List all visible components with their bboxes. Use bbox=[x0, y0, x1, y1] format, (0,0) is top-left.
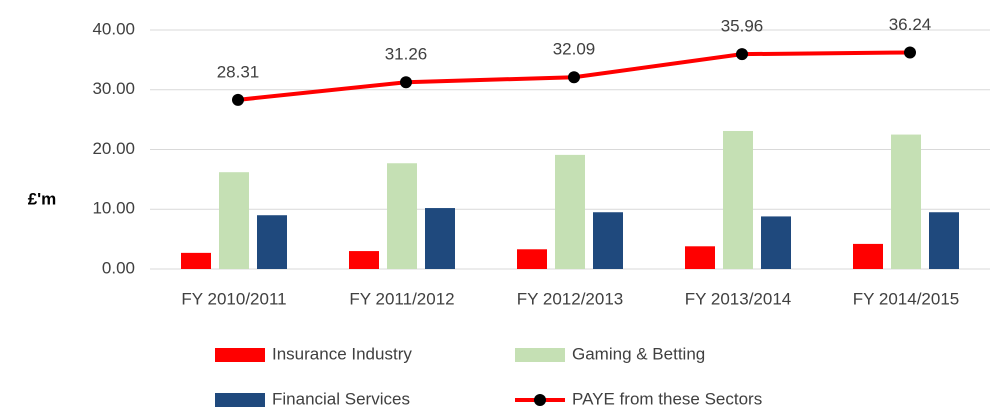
bar bbox=[387, 163, 417, 269]
legend-label: Insurance Industry bbox=[272, 344, 412, 363]
bar bbox=[853, 243, 883, 269]
x-tick-label: FY 2014/2015 bbox=[853, 289, 960, 308]
legend-swatch bbox=[515, 348, 565, 362]
line-marker bbox=[232, 93, 244, 106]
bar bbox=[257, 215, 287, 269]
y-axis-label: £'m bbox=[28, 189, 57, 208]
y-tick-label: 40.00 bbox=[92, 19, 135, 38]
line-marker bbox=[904, 46, 916, 59]
bar bbox=[517, 249, 547, 269]
data-label: 28.31 bbox=[217, 62, 260, 81]
data-label: 35.96 bbox=[721, 17, 764, 36]
legend-swatch bbox=[215, 348, 265, 362]
bar bbox=[181, 252, 211, 269]
data-label: 32.09 bbox=[553, 40, 596, 59]
bar bbox=[761, 216, 791, 269]
data-label: 31.26 bbox=[385, 45, 428, 64]
line-marker bbox=[736, 48, 748, 61]
legend-swatch bbox=[215, 393, 265, 407]
bar bbox=[685, 246, 715, 269]
legend-label: PAYE from these Sectors bbox=[572, 389, 762, 408]
x-tick-label: FY 2012/2013 bbox=[517, 289, 624, 308]
line-marker bbox=[568, 71, 580, 84]
bar bbox=[349, 251, 379, 269]
y-tick-label: 0.00 bbox=[102, 258, 135, 277]
legend-label: Gaming & Betting bbox=[572, 344, 705, 363]
bar bbox=[425, 208, 455, 269]
bar bbox=[219, 172, 249, 269]
legend-label: Financial Services bbox=[272, 389, 410, 408]
bar bbox=[929, 212, 959, 269]
y-tick-label: 30.00 bbox=[92, 79, 135, 98]
data-label: 36.24 bbox=[889, 15, 932, 34]
x-tick-label: FY 2011/2012 bbox=[349, 289, 454, 308]
bar bbox=[555, 154, 585, 269]
bar bbox=[891, 134, 921, 269]
y-tick-label: 10.00 bbox=[92, 199, 135, 218]
bar bbox=[723, 130, 753, 269]
y-tick-label: 20.00 bbox=[92, 139, 135, 158]
legend-marker bbox=[534, 394, 546, 406]
line-marker bbox=[400, 76, 412, 89]
bar bbox=[593, 212, 623, 269]
x-tick-label: FY 2013/2014 bbox=[685, 289, 792, 308]
x-tick-label: FY 2010/2011 bbox=[181, 289, 286, 308]
